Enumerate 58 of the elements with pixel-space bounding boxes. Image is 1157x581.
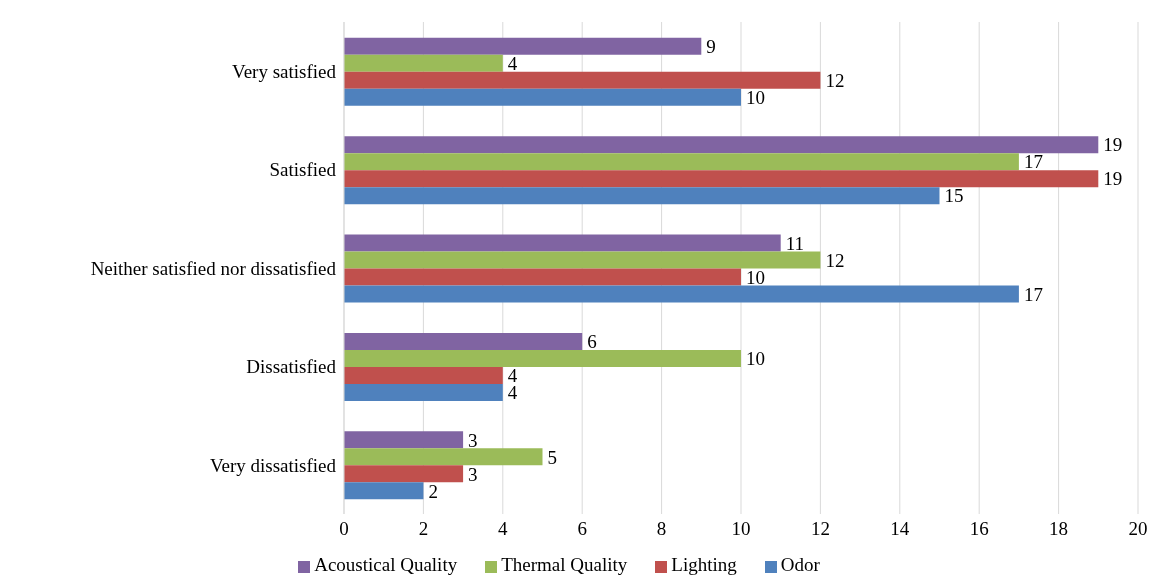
bar [344, 187, 940, 205]
y-tick-label: Neither satisfied nor dissatisfied [90, 257, 337, 279]
data-label: 3 [468, 429, 478, 451]
legend-label: Odor [780, 554, 820, 575]
data-label: 2 [428, 480, 438, 502]
data-label: 10 [746, 266, 765, 288]
bar [344, 465, 464, 483]
bar [344, 170, 1099, 188]
bar [344, 251, 821, 269]
bar [344, 349, 741, 367]
bar [344, 136, 1099, 154]
x-tick-label: 10 [731, 518, 751, 540]
bar [344, 448, 543, 466]
y-tick-label: Very satisfied [232, 60, 337, 82]
bar [344, 54, 503, 72]
x-tick-label: 16 [969, 518, 989, 540]
bar [344, 88, 741, 106]
bar [344, 37, 702, 55]
data-label: 12 [825, 69, 845, 91]
x-tick-label: 0 [339, 518, 349, 540]
data-label: 6 [587, 331, 597, 353]
x-tick-label: 12 [810, 518, 830, 540]
data-label: 4 [507, 52, 518, 74]
bar [344, 332, 583, 350]
x-tick-label: 4 [498, 518, 509, 540]
data-label: 19 [1103, 134, 1123, 156]
legend-label: Thermal Quality [501, 554, 628, 575]
data-label: 12 [825, 249, 845, 271]
data-label: 9 [706, 35, 716, 57]
data-label: 11 [785, 232, 804, 254]
x-tick-label: 18 [1049, 518, 1069, 540]
data-label: 15 [944, 185, 964, 207]
data-label: 17 [1023, 283, 1043, 305]
x-tick-label: 8 [656, 518, 667, 540]
data-label: 10 [746, 86, 765, 108]
data-label: 3 [468, 463, 478, 485]
bar [344, 268, 741, 286]
data-label: 10 [746, 348, 765, 370]
bar [344, 366, 503, 384]
bar [344, 71, 821, 89]
legend-label: Acoustical Quality [314, 554, 458, 575]
x-tick-label: 14 [890, 518, 910, 540]
x-tick-label: 6 [577, 518, 587, 540]
data-label: 5 [547, 446, 557, 468]
bar [344, 153, 1019, 171]
bar [344, 234, 781, 252]
y-tick-label: Satisfied [269, 159, 337, 181]
legend-label: Lighting [671, 554, 737, 575]
bar [344, 285, 1019, 303]
bar [344, 383, 503, 401]
x-tick-label: 2 [418, 518, 429, 540]
y-tick-label: Very dissatisfied [209, 454, 337, 476]
x-tick-label: 20 [1128, 518, 1148, 540]
data-label: 19 [1103, 168, 1123, 190]
bar [344, 482, 424, 500]
data-label: 17 [1023, 151, 1043, 173]
bar [344, 431, 464, 449]
y-tick-label: Dissatisfied [246, 356, 337, 378]
